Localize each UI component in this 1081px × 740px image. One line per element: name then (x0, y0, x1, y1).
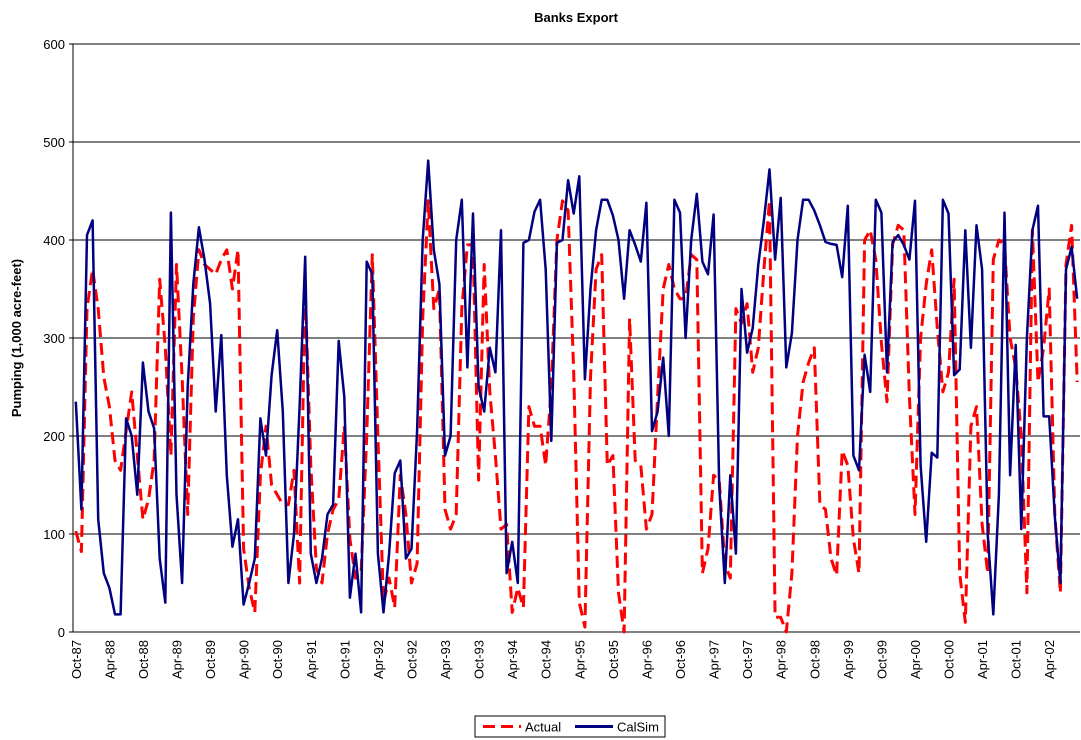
x-tick-label: Oct-95 (606, 640, 621, 679)
x-tick-label: Oct-97 (740, 640, 755, 679)
x-tick-label: Apr-94 (505, 640, 520, 679)
x-tick-label: Apr-91 (304, 640, 319, 679)
x-tick-label: Apr-01 (975, 640, 990, 679)
x-tick-label: Apr-96 (639, 640, 654, 679)
series-line (74, 159, 1079, 616)
x-tick-label: Oct-88 (136, 640, 151, 679)
legend-label: CalSim (617, 720, 659, 735)
y-axis-label: Pumping (1,000 acre-feet) (9, 259, 24, 417)
series-line (74, 199, 1079, 634)
x-tick-label: Apr-88 (102, 640, 117, 679)
x-tick-label: Oct-90 (270, 640, 285, 679)
x-tick-label: Apr-98 (774, 640, 789, 679)
x-tick-label: Apr-99 (841, 640, 856, 679)
x-tick-label: Apr-93 (438, 640, 453, 679)
x-tick-label: Apr-02 (1042, 640, 1057, 679)
y-tick-label: 0 (58, 625, 65, 640)
x-tick-label: Oct-92 (404, 640, 419, 679)
x-tick-label: Apr-00 (908, 640, 923, 679)
x-tick-label: Oct-87 (69, 640, 84, 679)
x-tick-label: Apr-89 (169, 640, 184, 679)
x-tick-label: Apr-92 (371, 640, 386, 679)
x-tick-label: Oct-01 (1009, 640, 1024, 679)
x-tick-label: Oct-99 (874, 640, 889, 679)
x-tick-label: Oct-00 (942, 640, 957, 679)
y-tick-label: 100 (43, 527, 65, 542)
x-tick-label: Oct-89 (203, 640, 218, 679)
y-tick-label: 500 (43, 135, 65, 150)
y-tick-label: 200 (43, 429, 65, 444)
legend-box (474, 715, 666, 738)
x-tick-label: Apr-90 (237, 640, 252, 679)
x-tick-label: Apr-95 (572, 640, 587, 679)
chart-title: Banks Export (534, 10, 618, 25)
y-tick-label: 400 (43, 233, 65, 248)
x-tick-label: Oct-94 (539, 640, 554, 679)
legend-label: Actual (525, 720, 561, 735)
x-tick-label: Oct-93 (472, 640, 487, 679)
y-tick-label: 600 (43, 37, 65, 52)
y-tick-label: 300 (43, 331, 65, 346)
x-tick-label: Oct-91 (337, 640, 352, 679)
x-tick-label: Oct-96 (673, 640, 688, 679)
x-tick-label: Apr-97 (707, 640, 722, 679)
x-tick-label: Oct-98 (807, 640, 822, 679)
